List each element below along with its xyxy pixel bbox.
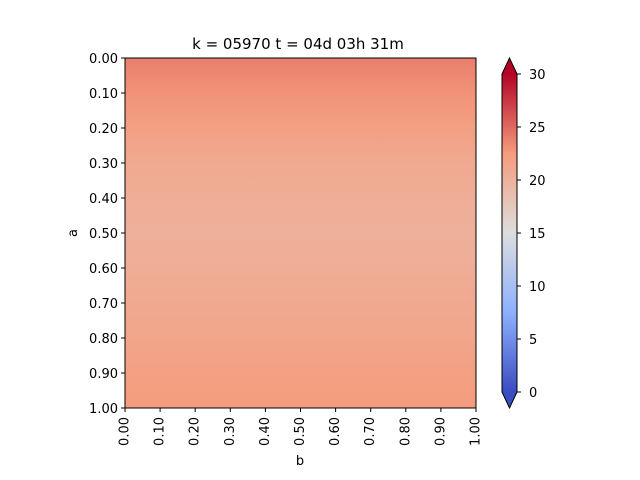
x-tick-label: 0.60 bbox=[328, 417, 343, 446]
chart-title: k = 05970 t = 04d 03h 31m bbox=[192, 35, 404, 53]
y-tick-label: 0.50 bbox=[89, 227, 118, 242]
x-tick-label: 0.80 bbox=[398, 417, 413, 446]
x-axis-label: b bbox=[296, 454, 304, 469]
y-tick-label: 0.40 bbox=[89, 192, 118, 207]
y-axis-label: a bbox=[66, 229, 81, 237]
y-tick-label: 0.20 bbox=[89, 122, 118, 137]
y-axis-ticks: 0.00 0.10 0.20 0.30 0.40 0.50 0.60 0.70 0.80 0.90… bbox=[89, 52, 125, 417]
x-tick-label: 0.20 bbox=[188, 417, 203, 446]
y-tick-label: 0.10 bbox=[89, 87, 118, 102]
x-tick-label: 1.00 bbox=[469, 417, 484, 446]
y-tick-label: 0.80 bbox=[89, 332, 118, 347]
colorbar: 0 5 10 15 20 25 30 bbox=[501, 56, 546, 410]
colorbar-extend-max bbox=[502, 58, 517, 74]
y-tick-label: 0.30 bbox=[89, 157, 118, 172]
x-tick-label: 0.10 bbox=[153, 417, 168, 446]
x-tick-label: 0.40 bbox=[258, 417, 273, 446]
x-tick-label: 0.70 bbox=[363, 417, 378, 446]
colorbar-tick-label: 25 bbox=[529, 121, 546, 136]
y-tick-label: 0.60 bbox=[89, 262, 118, 277]
colorbar-tick-label: 15 bbox=[529, 227, 546, 242]
colorbar-tick-label: 20 bbox=[529, 174, 546, 189]
y-tick-label: 0.00 bbox=[89, 52, 118, 67]
colorbar-tick-label: 10 bbox=[529, 280, 546, 295]
colorbar-tick-label: 30 bbox=[529, 68, 546, 83]
x-tick-label: 0.30 bbox=[223, 417, 238, 446]
y-tick-label: 0.70 bbox=[89, 297, 118, 312]
x-axis-ticks: 0.00 0.10 0.20 0.30 0.40 0.50 0.60 0.70 0.80 0.90… bbox=[118, 408, 484, 446]
colorbar-tick-label: 5 bbox=[529, 333, 537, 348]
colorbar-tick-label: 0 bbox=[529, 386, 537, 401]
y-tick-label: 0.90 bbox=[89, 367, 118, 382]
colorbar-extend-min bbox=[502, 392, 517, 408]
x-tick-label: 0.50 bbox=[293, 417, 308, 446]
x-tick-label: 0.00 bbox=[118, 417, 133, 446]
y-tick-label: 1.00 bbox=[89, 402, 118, 417]
colorbar-fill bbox=[502, 74, 517, 392]
heatmap-area bbox=[125, 58, 476, 408]
x-tick-label: 0.90 bbox=[433, 417, 448, 446]
